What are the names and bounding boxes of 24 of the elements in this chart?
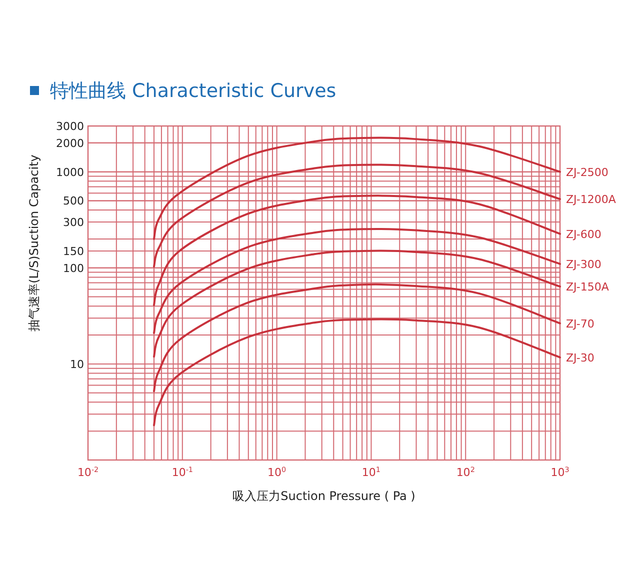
series-label: ZJ-1200A [566, 193, 616, 206]
x-tick-label: 10$^{-2}$ [77, 464, 99, 479]
series-label: ZJ-70 [566, 317, 594, 330]
series-label: ZJ-600 [566, 228, 602, 241]
y-tick-label: 100 [63, 262, 84, 275]
y-tick-label: 1000 [56, 166, 84, 179]
y-tick-label: 2000 [56, 136, 84, 150]
x-tick-label: 10$^{0}$ [268, 464, 287, 479]
series-label: ZJ-30 [566, 351, 594, 364]
y-tick-label: 300 [63, 216, 84, 230]
y-tick-label: 10 [70, 358, 84, 371]
y-tick-label: 3000 [56, 120, 84, 133]
x-tick-label: 10$^{1}$ [362, 464, 380, 479]
x-tick-label: 10$^{3}$ [550, 464, 570, 479]
x-tick-label: 10$^{-1}$ [172, 464, 193, 479]
x-axis-title: 吸入压力Suction Pressure ( Pa ) [232, 489, 416, 503]
y-tick-label: 500 [63, 194, 84, 208]
series-label: ZJ-300 [566, 258, 602, 271]
x-tick-label: 10$^{2}$ [456, 464, 475, 479]
chart-title: 特性曲线 Characteristic Curves [50, 80, 336, 102]
y-tick-label: 150 [63, 244, 84, 258]
series-label: ZJ-150A [566, 280, 610, 294]
series-label: ZJ-2500 [566, 166, 608, 179]
y-axis-title: 抽气速率(L/S)Suction Capacity [27, 154, 41, 332]
